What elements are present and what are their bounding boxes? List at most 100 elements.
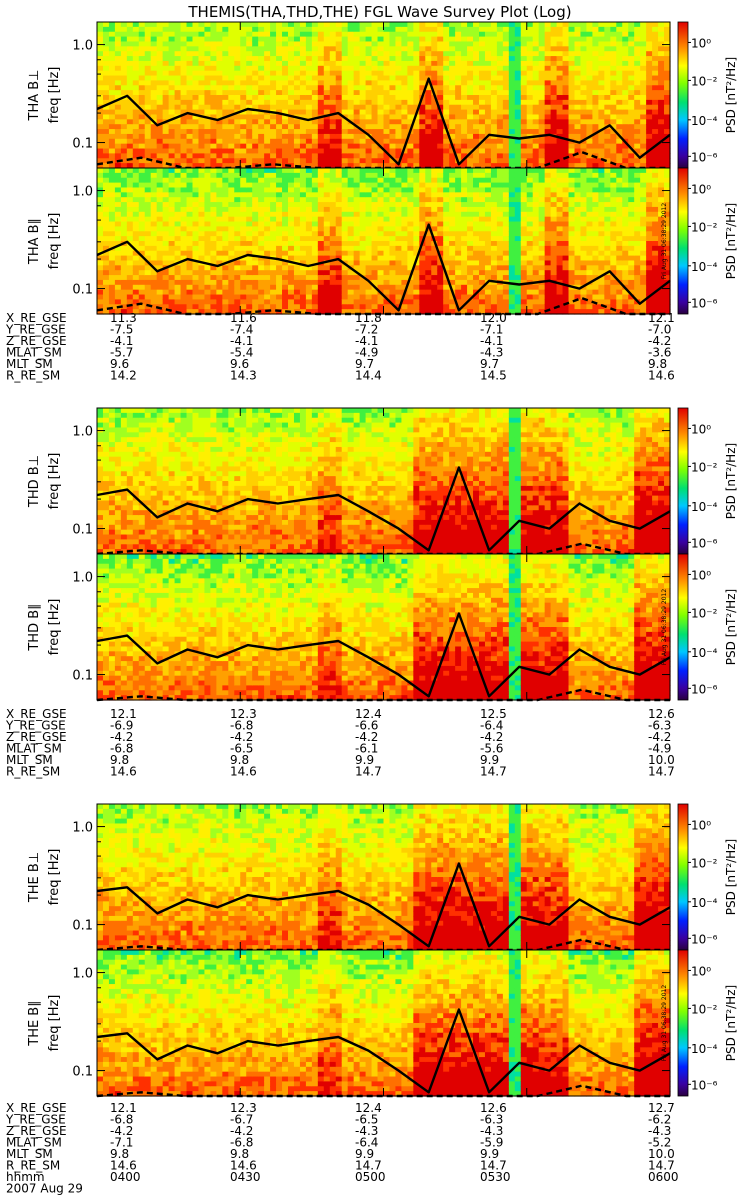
spectrogram-cell [413, 138, 420, 145]
spectrogram-cell [258, 99, 265, 106]
spectrogram-cell [407, 289, 414, 296]
spectrogram-cell [431, 172, 438, 179]
spectrogram-cell [102, 260, 110, 266]
spectrogram-cell [311, 85, 319, 91]
spectrogram-cell [449, 187, 456, 193]
spectrogram-cell [562, 104, 570, 111]
spectrogram-cell [329, 60, 337, 67]
spectrogram-cell [514, 31, 522, 38]
spectrogram-cell [425, 133, 432, 140]
spectrogram-cell [389, 304, 397, 310]
spectrogram-cell [526, 26, 534, 33]
spectrogram-cell [520, 46, 528, 52]
spectrogram-cell [467, 99, 474, 106]
spectrogram-cell [264, 299, 271, 305]
spectrogram-cell [580, 109, 588, 116]
spectrogram-cell [383, 75, 391, 81]
spectrogram-cell [353, 22, 361, 28]
spectrogram-cell [210, 65, 217, 72]
spectrogram-cell [371, 187, 379, 193]
spectrogram-cell [467, 22, 474, 28]
spectrogram-cell [496, 163, 504, 169]
spectrogram-cell [383, 275, 391, 281]
spectrogram-cell [347, 41, 355, 47]
spectrogram-cell [317, 70, 325, 77]
spectrogram-cell [97, 221, 104, 227]
spectrogram-cell [407, 197, 414, 203]
spectrogram-cell [496, 289, 504, 296]
spectrogram-cell [276, 60, 283, 67]
spectrogram-cell [592, 148, 599, 154]
spectrogram-cell [556, 99, 564, 106]
spectrogram-cell [144, 289, 152, 296]
spectrogram-cell [640, 46, 647, 52]
spectrogram-cell [526, 56, 534, 62]
spectrogram-cell [496, 265, 504, 271]
spectrogram-cell [138, 65, 146, 72]
spectrogram-cell [132, 143, 140, 150]
spectrogram-cell [401, 279, 408, 286]
spectrogram-cell [592, 119, 599, 125]
spectrogram-cell [598, 143, 605, 150]
spectrogram-cell [628, 143, 635, 150]
spectrogram-cell [323, 202, 331, 208]
spectrogram-cell [622, 153, 629, 159]
spectrogram-cell [664, 119, 671, 125]
spectrogram-cell [299, 46, 307, 52]
spectrogram-cell [174, 158, 182, 164]
spectrogram-cell [479, 275, 486, 281]
spectrogram-cell [490, 270, 498, 276]
spectrogram-cell [371, 250, 379, 257]
spectrogram-cell [270, 158, 277, 164]
spectrogram-cell [258, 70, 265, 77]
spectrogram-cell [467, 138, 474, 145]
spectrogram-cell [395, 168, 403, 174]
spectrogram-cell [443, 138, 450, 145]
spectrogram-cell [532, 31, 540, 38]
spectrogram-cell [514, 51, 522, 57]
spectrogram-cell [252, 133, 259, 140]
spectrogram-cell [180, 90, 188, 96]
spectrogram-cell [389, 279, 397, 286]
spectrogram-cell [264, 46, 271, 52]
spectrogram-cell [174, 245, 182, 252]
spectrogram-cell [628, 138, 635, 145]
spectrogram-cell [222, 177, 229, 184]
spectrogram-cell [222, 158, 229, 164]
spectrogram-cell [640, 109, 647, 116]
spectrogram-cell [114, 99, 122, 106]
spectrogram-cell [258, 197, 265, 203]
spectrogram-cell [455, 211, 462, 218]
spectrogram-cell [455, 31, 462, 38]
spectrogram-cell [347, 216, 355, 223]
spectrogram-cell [180, 255, 188, 262]
spectrogram-cell [97, 148, 104, 154]
spectrogram-cell [288, 158, 295, 164]
spectrogram-cell [347, 236, 355, 242]
spectrogram-cell [538, 99, 546, 106]
spectrogram-cell [240, 172, 247, 179]
spectrogram-cell [413, 299, 420, 305]
spectrogram-cell [604, 36, 611, 43]
spectrogram-cell [150, 109, 158, 116]
spectrogram-cell [640, 143, 647, 150]
spectrogram-cell [114, 236, 122, 242]
spectrogram-cell [431, 138, 438, 145]
spectrogram-cell [234, 216, 241, 223]
spectrogram-cell [97, 22, 104, 28]
spectrogram-cell [270, 250, 277, 257]
spectrogram-cell [598, 46, 605, 52]
spectrogram-cell [455, 143, 462, 150]
spectrogram-cell [532, 153, 540, 159]
spectrogram-cell [180, 80, 188, 86]
spectrogram-cell [180, 197, 188, 203]
spectrogram-cell [592, 22, 599, 28]
spectrogram-cell [562, 158, 570, 164]
spectrogram-cell [198, 85, 206, 91]
spectrogram-cell [628, 158, 635, 164]
spectrogram-cell [449, 202, 456, 208]
spectrogram-cell [216, 143, 223, 150]
spectrogram-cell [282, 270, 289, 276]
spectrogram-cell [293, 133, 301, 140]
spectrogram-cell [162, 192, 170, 198]
